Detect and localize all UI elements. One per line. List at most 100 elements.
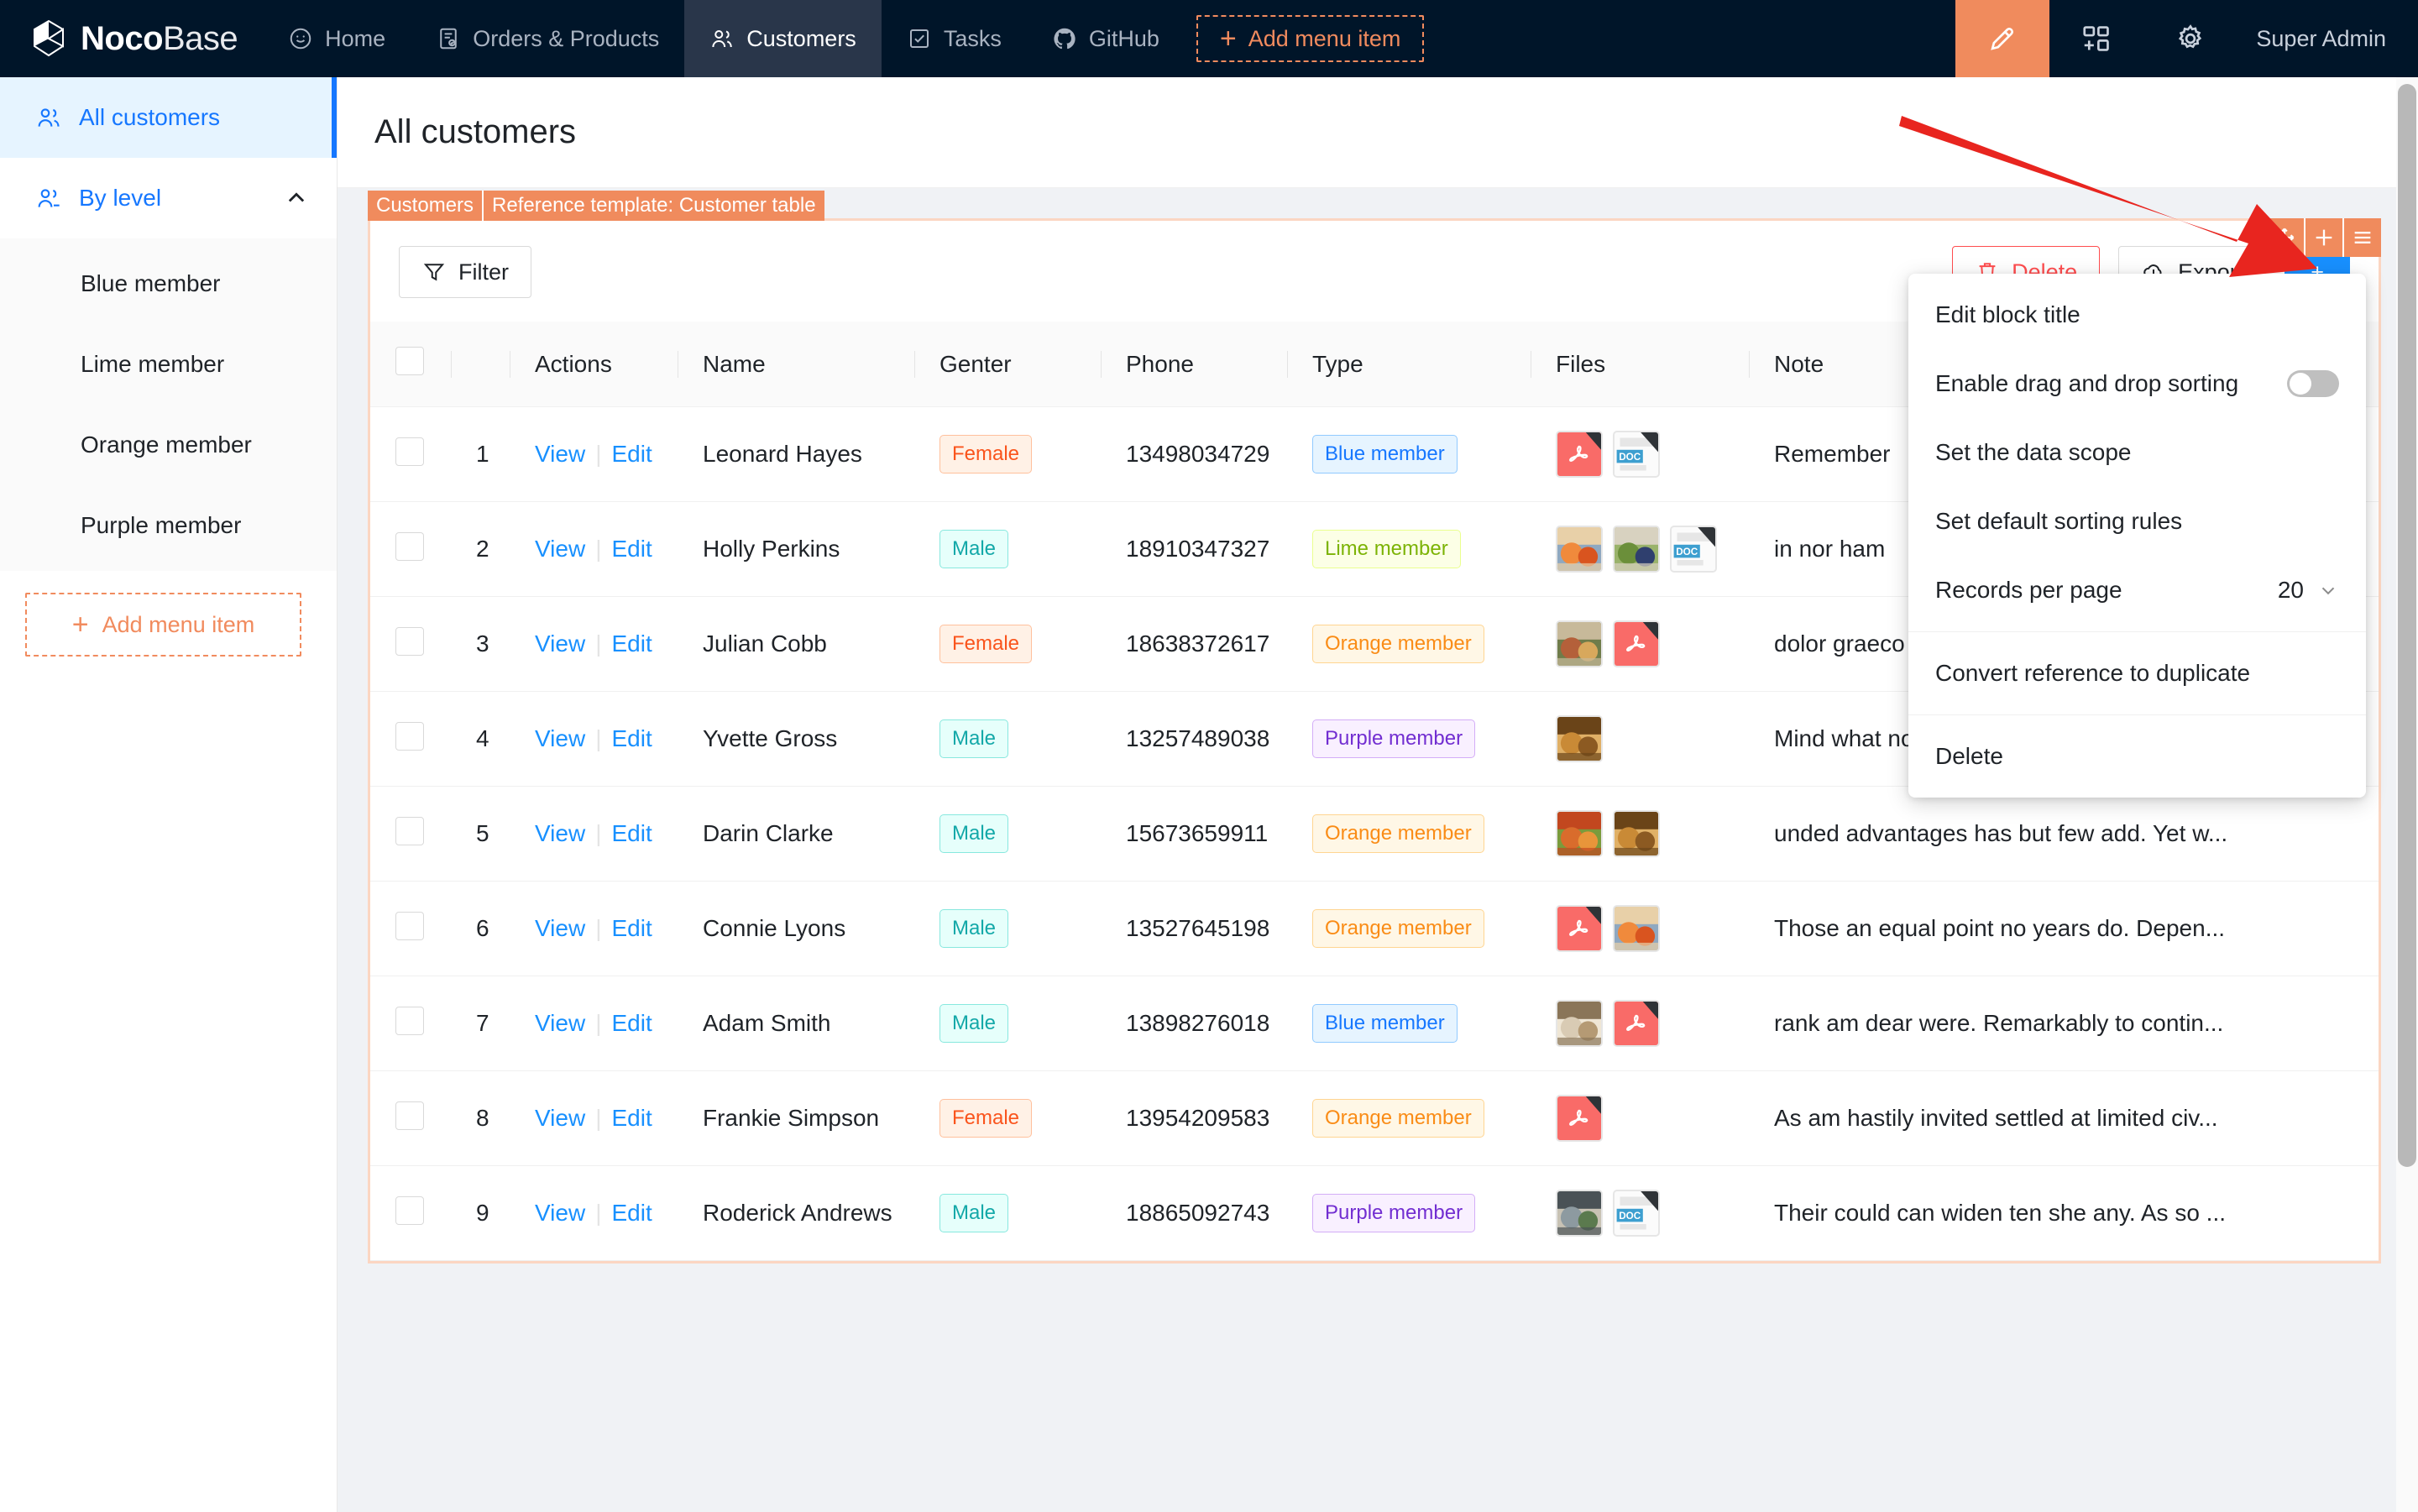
view-link[interactable]: View: [535, 820, 586, 846]
file-thumbnail[interactable]: [1613, 526, 1660, 573]
row-checkbox[interactable]: [395, 1006, 424, 1035]
file-thumbnail[interactable]: [1556, 810, 1603, 857]
file-thumbnail[interactable]: [1613, 1000, 1660, 1047]
file-thumbnail[interactable]: DOC: [1613, 431, 1660, 478]
menu-item-records-per-page[interactable]: Records per page 20: [1908, 556, 2366, 625]
file-thumbnail[interactable]: [1613, 620, 1660, 667]
row-name-cell: Yvette Gross: [678, 691, 914, 787]
edit-link[interactable]: Edit: [611, 1105, 652, 1131]
file-thumbnail[interactable]: [1613, 905, 1660, 952]
row-index: 8: [476, 1105, 489, 1131]
menu-item-records-per-page-label: Records per page: [1935, 577, 2122, 603]
view-link[interactable]: View: [535, 1010, 586, 1036]
sidebar-item-lime-member[interactable]: Lime member: [0, 324, 337, 405]
file-list: DOC: [1531, 526, 1749, 573]
file-thumbnail[interactable]: DOC: [1613, 1190, 1660, 1237]
edit-link[interactable]: Edit: [611, 725, 652, 751]
page-scrollbar-thumb[interactable]: [2398, 84, 2416, 1167]
sidebar-add-menu-item-button[interactable]: + Add menu item: [25, 593, 301, 657]
edit-link[interactable]: Edit: [611, 536, 652, 562]
file-thumbnail[interactable]: DOC: [1670, 526, 1717, 573]
nav-item-orders-products[interactable]: Orders & Products: [411, 0, 684, 77]
table-row[interactable]: 6 View | Edit Connie Lyons Male 13527645198 Ora…: [370, 881, 2379, 976]
row-checkbox[interactable]: [395, 1101, 424, 1130]
file-thumbnail[interactable]: [1556, 905, 1603, 952]
member-type-badge: Purple member: [1312, 1194, 1476, 1232]
view-link[interactable]: View: [535, 441, 586, 467]
edit-link[interactable]: Edit: [611, 630, 652, 657]
menu-item-enable-drag-right: [2287, 370, 2339, 397]
row-select-cell: [370, 596, 451, 692]
row-index-cell: 8: [451, 1070, 510, 1166]
row-name-cell: Holly Perkins: [678, 501, 914, 597]
plugin-manager-button[interactable]: [2049, 0, 2143, 77]
gender-badge: Male: [939, 1004, 1009, 1043]
brand-title: NocoBase: [81, 22, 238, 55]
file-thumbnail[interactable]: [1556, 526, 1603, 573]
filter-button[interactable]: Filter: [399, 246, 531, 298]
ui-editor-toggle-button[interactable]: [1955, 0, 2050, 77]
view-link[interactable]: View: [535, 536, 586, 562]
file-thumbnail[interactable]: [1556, 715, 1603, 762]
table-row[interactable]: 8 View | Edit Frankie Simpson Female 139542095…: [370, 1070, 2379, 1166]
sidebar-item-purple-member[interactable]: Purple member: [0, 485, 337, 566]
view-link[interactable]: View: [535, 725, 586, 751]
nav-item-customers[interactable]: Customers: [684, 0, 882, 77]
menu-item-enable-drag-sorting-label: Enable drag and drop sorting: [1935, 370, 2239, 396]
menu-item-set-data-scope[interactable]: Set the data scope: [1908, 418, 2366, 487]
sidebar-item-orange-member[interactable]: Orange member: [0, 405, 337, 485]
block-drag-handle[interactable]: [2265, 218, 2304, 257]
row-checkbox[interactable]: [395, 531, 424, 561]
view-link[interactable]: View: [535, 915, 586, 941]
row-phone-cell: 15673659911: [1101, 786, 1287, 882]
menu-item-set-default-sorting[interactable]: Set default sorting rules: [1908, 487, 2366, 556]
row-select-cell: [370, 406, 451, 502]
menu-item-convert-reference[interactable]: Convert reference to duplicate: [1908, 639, 2366, 708]
table-row[interactable]: 5 View | Edit Darin Clarke Male 15673659911 Ora…: [370, 786, 2379, 882]
svg-text:DOC: DOC: [1619, 1211, 1641, 1222]
block-add-button[interactable]: [2304, 218, 2342, 257]
file-thumbnail[interactable]: [1556, 620, 1603, 667]
edit-link[interactable]: Edit: [611, 441, 652, 467]
user-menu-button[interactable]: Super Admin: [2237, 0, 2418, 77]
row-index: 9: [476, 1200, 489, 1226]
table-row[interactable]: 7 View | Edit Adam Smith Male 13898276018 Blue …: [370, 976, 2379, 1071]
file-thumbnail[interactable]: [1556, 1190, 1603, 1237]
row-checkbox[interactable]: [395, 721, 424, 751]
view-link[interactable]: View: [535, 1105, 586, 1131]
row-checkbox[interactable]: [395, 626, 424, 656]
file-thumbnail[interactable]: [1556, 431, 1603, 478]
block-settings-menu-button[interactable]: [2342, 218, 2381, 257]
menu-item-delete-block[interactable]: Delete: [1908, 722, 2366, 791]
view-link[interactable]: View: [535, 1200, 586, 1226]
menu-item-enable-drag-sorting[interactable]: Enable drag and drop sorting: [1908, 349, 2366, 418]
menu-item-edit-block-title[interactable]: Edit block title: [1908, 280, 2366, 349]
plus-icon: +: [71, 609, 89, 641]
view-link[interactable]: View: [535, 630, 586, 657]
nav-item-tasks[interactable]: Tasks: [882, 0, 1027, 77]
file-thumbnail[interactable]: [1556, 1095, 1603, 1142]
brand-logo-area[interactable]: NocoBase: [0, 0, 263, 77]
nav-item-home[interactable]: Home: [263, 0, 411, 77]
select-all-checkbox[interactable]: [395, 347, 424, 375]
row-files-cell: DOC: [1531, 406, 1749, 502]
row-checkbox[interactable]: [395, 816, 424, 845]
sidebar-item-blue-member[interactable]: Blue member: [0, 243, 337, 324]
table-row[interactable]: 9 View | Edit Roderick Andrews Male 1886509274…: [370, 1165, 2379, 1261]
nav-item-github[interactable]: GitHub: [1027, 0, 1185, 77]
edit-link[interactable]: Edit: [611, 820, 652, 846]
edit-link[interactable]: Edit: [611, 1010, 652, 1036]
file-thumbnail[interactable]: [1613, 810, 1660, 857]
row-checkbox[interactable]: [395, 911, 424, 940]
row-checkbox[interactable]: [395, 437, 424, 466]
file-thumbnail[interactable]: [1556, 1000, 1603, 1047]
image-thumbnail-icon: [1615, 907, 1658, 950]
sidebar-group-by-level[interactable]: By level: [0, 158, 337, 238]
edit-link[interactable]: Edit: [611, 1200, 652, 1226]
add-menu-item-button[interactable]: + Add menu item: [1196, 15, 1425, 62]
row-checkbox[interactable]: [395, 1195, 424, 1225]
sidebar-item-all-customers[interactable]: All customers: [0, 77, 337, 158]
edit-link[interactable]: Edit: [611, 915, 652, 941]
drag-sorting-toggle[interactable]: [2287, 370, 2339, 397]
settings-button[interactable]: [2143, 0, 2237, 77]
